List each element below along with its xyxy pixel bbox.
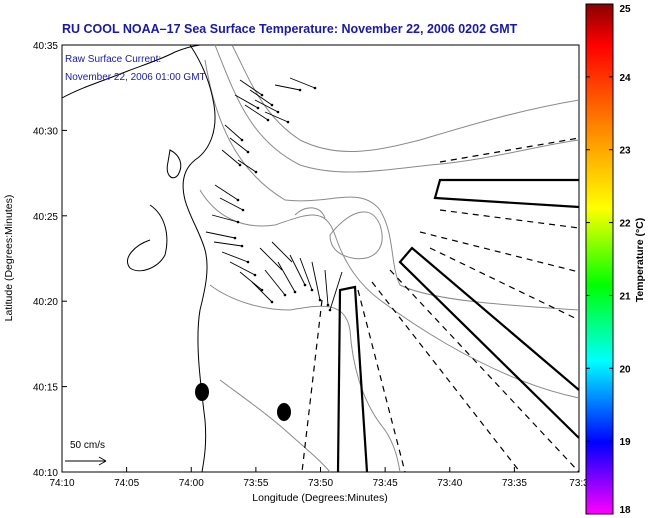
colorbar-tick-label: 19 bbox=[619, 437, 631, 448]
x-tick-label: 73:3 bbox=[569, 478, 589, 489]
y-tick-label: 40:15 bbox=[33, 383, 58, 394]
colorbar-tick-label: 18 bbox=[619, 505, 631, 516]
scale-label: 50 cm/s bbox=[70, 440, 105, 451]
colorbar-tick-label: 22 bbox=[619, 219, 631, 230]
colorbar-tick-label: 25 bbox=[619, 4, 631, 15]
y-tick-label: 40:20 bbox=[33, 297, 58, 308]
colorbar-label: Temperature (°C) bbox=[634, 218, 646, 303]
colorbar-tick-label: 21 bbox=[619, 291, 631, 302]
buoy-marker bbox=[277, 403, 291, 421]
x-tick-label: 74:05 bbox=[114, 478, 139, 489]
y-tick-label: 40:10 bbox=[33, 468, 58, 479]
temperature-colorbar bbox=[585, 3, 614, 515]
boundary-dashed-lines bbox=[301, 137, 580, 473]
plot-frame bbox=[61, 44, 580, 473]
y-axis-ticks: 40:35 40:30 40:25 40:20 40:15 40:10 bbox=[33, 41, 67, 479]
current-note-line1: Raw Surface Current: bbox=[65, 54, 161, 65]
buoy-marker bbox=[195, 383, 209, 401]
coastline bbox=[61, 44, 216, 473]
colorbar-tick-label: 23 bbox=[619, 146, 631, 157]
x-tick-label: 74:10 bbox=[49, 478, 74, 489]
x-tick-label: 73:35 bbox=[502, 478, 527, 489]
y-tick-label: 40:25 bbox=[33, 212, 58, 223]
colorbar-tick-label: 24 bbox=[619, 73, 631, 84]
colorbar-ticks: 25 24 23 22 21 20 19 18 bbox=[586, 3, 631, 516]
channel-outlines bbox=[336, 178, 580, 473]
y-tick-label: 40:35 bbox=[33, 41, 58, 52]
vector-arrowheads bbox=[233, 86, 332, 312]
y-axis-label: Latitude (Degrees:Minutes) bbox=[3, 195, 15, 322]
map-title: RU COOL NOAA–17 Sea Surface Temperature:… bbox=[62, 22, 518, 36]
x-tick-label: 73:40 bbox=[437, 478, 462, 489]
x-axis-label: Longitude (Degrees:Minutes) bbox=[252, 492, 387, 504]
scale-arrow bbox=[65, 456, 107, 466]
current-note-line2: November 22, 2006 01:00 GMT bbox=[65, 72, 206, 83]
y-tick-label: 40:30 bbox=[33, 126, 58, 137]
x-tick-label: 73:50 bbox=[308, 478, 333, 489]
x-tick-label: 73:45 bbox=[373, 478, 398, 489]
x-tick-label: 73:55 bbox=[243, 478, 268, 489]
surface-current-vectors bbox=[205, 77, 343, 311]
x-tick-label: 74:00 bbox=[179, 478, 204, 489]
x-axis-ticks: 74:10 74:05 74:00 73:55 73:50 73:45 73:40 73:35… bbox=[49, 467, 589, 489]
colorbar-tick-label: 20 bbox=[619, 364, 631, 375]
